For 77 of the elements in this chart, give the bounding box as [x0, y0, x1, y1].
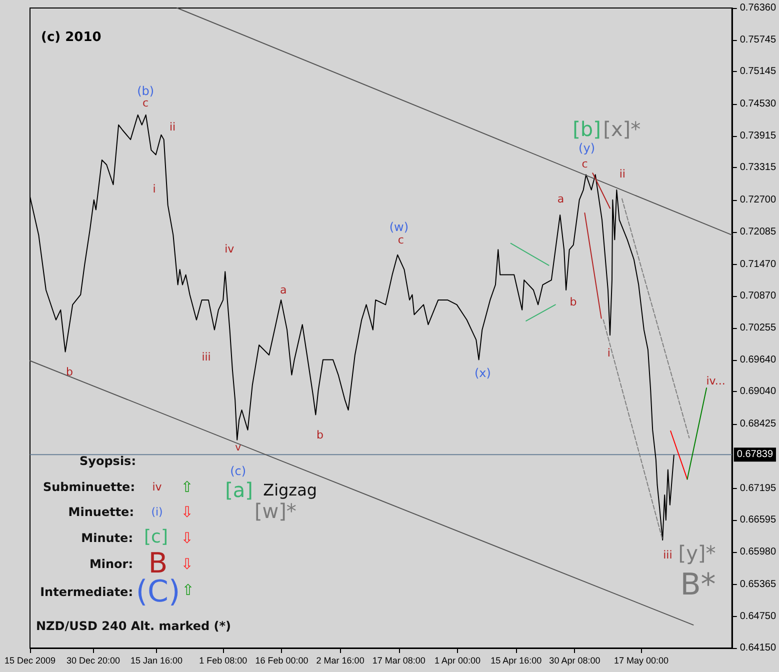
y-tick-label: 0.75145 [740, 66, 776, 78]
y-tick-label: 0.67195 [740, 482, 776, 494]
x-tick-label: 17 Mar 08:00 [372, 656, 426, 666]
x-tick-label: 30 Dec 20:00 [66, 656, 120, 666]
annotation: i [607, 346, 610, 360]
y-tick-label: 0.64750 [740, 611, 776, 622]
annotation: ii [170, 120, 176, 134]
annotation: b [570, 296, 577, 308]
x-tick-label: 2 Mar 16:00 [316, 656, 364, 666]
annotation: [x]* [603, 117, 641, 141]
y-tick-label: 0.72700 [740, 194, 776, 206]
y-tick-label: 0.71470 [740, 258, 776, 270]
y-tick-label: 0.70255 [740, 322, 776, 334]
annotation: Zigzag [263, 480, 318, 500]
annotation: NZD/USD 240 Alt. marked (*) [36, 619, 232, 633]
annotation: iv [224, 242, 235, 256]
annotation: iii [663, 548, 672, 562]
x-tick-label: 1 Feb 08:00 [199, 656, 248, 666]
y-tick-label: 0.72085 [740, 226, 776, 238]
annotation: b [316, 428, 324, 442]
annotation: c [398, 234, 404, 246]
annotation: (c) [230, 464, 246, 478]
annotation: B* [680, 568, 716, 602]
y-tick-label: 0.73315 [740, 162, 776, 174]
annotation: v [235, 442, 242, 454]
annotation: [y]* [678, 541, 716, 565]
annotation: iii [202, 350, 211, 364]
annotation: (b) [137, 84, 154, 98]
annotation: iv [152, 480, 162, 494]
annotation: ⇧ [182, 581, 194, 599]
y-tick-label: 0.75745 [740, 34, 776, 46]
annotation: [b] [572, 117, 601, 141]
x-tick-label: 15 Apr 16:00 [490, 656, 542, 666]
y-tick-label: 0.68425 [740, 418, 776, 430]
annotation: ⇧ [180, 478, 194, 496]
y-tick-label: 0.74530 [740, 98, 776, 110]
annotation: ⇩ [180, 555, 194, 573]
annotation: Minuette: [68, 505, 134, 519]
y-tick-label: 0.70870 [740, 290, 776, 302]
annotation: (w) [389, 220, 409, 234]
text: (c) 2010 [41, 30, 102, 45]
y-tick-label: 0.69040 [740, 386, 776, 398]
annotation: Minor: [89, 557, 133, 571]
annotation: c [582, 158, 588, 170]
annotation: iv... [706, 374, 726, 388]
x-tick-label: 17 May 00:00 [614, 656, 669, 666]
annotation: ⇩ [180, 503, 194, 521]
ref-line-label: 0.67839 [736, 449, 774, 460]
x-tick-label: 16 Feb 00:00 [255, 656, 308, 666]
annotation: [a] [225, 478, 253, 502]
x-tick-label: 15 Jan 16:00 [130, 656, 183, 666]
annotation: (i) [151, 506, 163, 518]
annotation: b [66, 366, 73, 378]
annotation: [c] [144, 526, 168, 548]
annotation: a [557, 192, 564, 206]
y-tick-label: 0.65980 [740, 546, 776, 558]
x-tick-label: 1 Apr 00:00 [434, 656, 481, 666]
y-tick-label: 0.76360 [740, 2, 776, 14]
annotation: ii [619, 168, 626, 180]
annotation: (y) [578, 141, 595, 155]
annotation: i [152, 182, 156, 196]
x-tick-label: 15 Dec 2009 [4, 656, 56, 666]
y-tick-label: 0.69640 [740, 354, 776, 366]
annotation: ⇩ [180, 529, 194, 547]
annotation: (x) [474, 366, 491, 380]
annotation: c [142, 96, 149, 110]
y-tick-label: 0.64150 [740, 642, 776, 654]
annotation: Subminuette: [42, 480, 135, 494]
annotation: [w]* [254, 499, 296, 523]
annotation: Minute: [81, 531, 133, 545]
annotation: Syopsis: [80, 454, 136, 468]
x-tick-label: 30 Apr 08:00 [549, 656, 600, 666]
annotation: a [280, 284, 287, 296]
y-tick-label: 0.66595 [740, 514, 776, 526]
y-tick-label: 0.73915 [740, 130, 776, 142]
y-tick-label: 0.65365 [740, 578, 776, 590]
annotation: Intermediate: [40, 585, 133, 599]
